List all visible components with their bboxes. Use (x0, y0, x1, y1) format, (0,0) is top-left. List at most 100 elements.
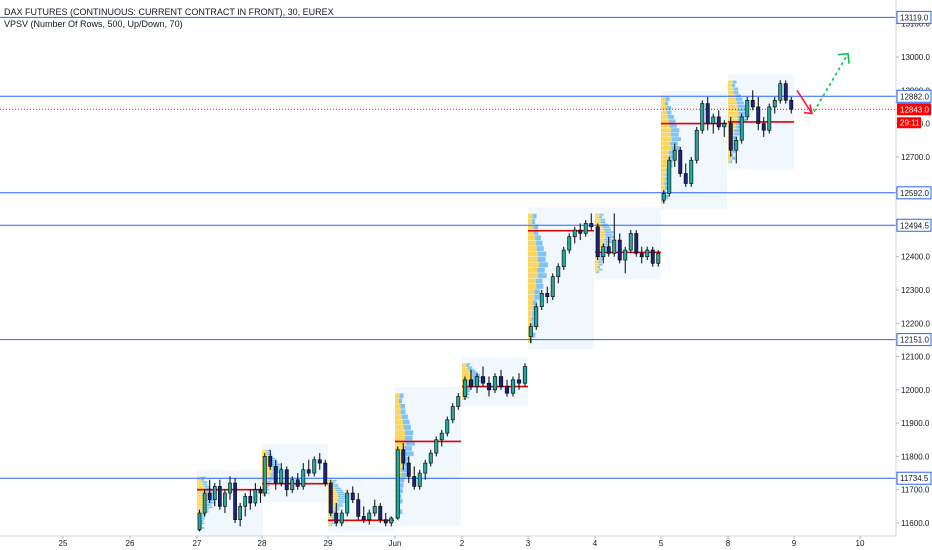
candle-body (312, 459, 317, 474)
candle-body (583, 223, 588, 234)
time-axis-ticks: 25 26 27 28 29 Jun 2 3 4 5 8 9 10 (59, 536, 865, 548)
profile-bar-down (536, 284, 544, 289)
profile-bar-down (338, 497, 348, 499)
profile-bar-down (338, 493, 347, 496)
profile-bar-down (201, 476, 206, 479)
profile-bar-down (599, 256, 604, 259)
profile-bar-down (201, 517, 205, 520)
x-tick-label: 25 (59, 539, 68, 548)
profile-bar-up (395, 425, 404, 430)
profile-bar-up (395, 430, 406, 436)
profile-bar-up (462, 364, 466, 367)
profile-bar-down (335, 503, 343, 505)
time-axis[interactable] (0, 536, 932, 550)
profile-bar-down (469, 369, 475, 371)
level-label-text: 12151.0 (900, 336, 929, 345)
profile-bar-up (328, 497, 339, 499)
profile-bar-down (534, 294, 540, 300)
profile-bar-down (735, 122, 743, 126)
profile-bar-up (197, 476, 202, 479)
profile-bar-up (197, 483, 203, 486)
profile-bar-up (328, 524, 331, 527)
profile-bar-up (661, 132, 671, 137)
profile-bar-down (266, 449, 271, 452)
profile-bar-up (462, 396, 467, 399)
profile-bar-down (602, 226, 610, 229)
candle-body (284, 469, 289, 491)
profile-bar-down (598, 261, 602, 264)
candle-body (268, 456, 273, 467)
profile-bar-down (535, 278, 543, 284)
profile-bar-down (665, 194, 669, 199)
profile-bar-up (197, 504, 205, 506)
profile-bar-up (528, 235, 536, 241)
candle-body (589, 223, 594, 228)
profile-box (661, 90, 727, 210)
candle-body (683, 173, 688, 184)
profile-bar-down (732, 156, 736, 160)
profile-bar-up (462, 378, 472, 380)
candle-body (722, 123, 727, 128)
profile-bar-down (207, 501, 216, 504)
profile-bar-down (201, 526, 205, 529)
profile-bar-up (528, 284, 537, 289)
profile-bar-up (661, 110, 667, 115)
chart-title: DAX FUTURES (CONTINUOUS: CURRENT CONTRAC… (4, 7, 334, 17)
profile-bar-up (528, 262, 539, 268)
x-tick-label: Jun (389, 539, 402, 548)
profile-bar-up (595, 263, 600, 266)
candle-body (516, 379, 522, 384)
profile-bar-up (728, 118, 739, 122)
profile-bar-up (462, 366, 468, 368)
level-label-box (896, 89, 932, 103)
candle-body (218, 486, 222, 507)
candle-body (248, 496, 253, 504)
profile-bar-up (462, 373, 473, 376)
candle-body (612, 239, 617, 254)
profile-bar-up (528, 311, 533, 316)
candle-body (689, 159, 694, 184)
candle-body (428, 452, 433, 464)
profile-bar-down (733, 87, 739, 91)
candle-body (728, 123, 733, 151)
candle-body (378, 506, 383, 520)
profile-bar-up (462, 372, 471, 374)
candle-body (556, 266, 561, 277)
green-arrow-head (837, 52, 850, 64)
profile-bar-down (266, 484, 270, 487)
x-tick-label: 27 (193, 539, 202, 548)
profile-bar-up (395, 435, 405, 441)
candle-body (667, 159, 672, 194)
candle-body (306, 469, 311, 474)
profile-bar-down (602, 243, 610, 246)
profile-bar-down (730, 153, 734, 157)
x-tick-label: 4 (593, 539, 598, 548)
profile-bar-down (336, 491, 344, 494)
profile-bar-up (728, 97, 736, 101)
x-tick-label: 26 (126, 539, 135, 548)
profile-bar-down (466, 396, 470, 399)
profile-bar-down (265, 451, 270, 454)
profile-bar-down (204, 504, 212, 506)
profile-bar-down (201, 515, 206, 518)
profile-bar-down (335, 487, 341, 490)
profile-bar-down (535, 235, 541, 241)
profile-bar-up (595, 271, 598, 274)
profile-bar-up (661, 185, 666, 190)
candle-body (656, 253, 661, 264)
profile-bar-up (197, 492, 208, 495)
profile-bar-down (537, 256, 546, 262)
candle-body (606, 246, 611, 254)
profile-bar-down (331, 481, 336, 484)
price-axis[interactable] (896, 0, 932, 536)
profile-bar-up (528, 294, 535, 300)
profile-bar-up (462, 375, 472, 377)
profile-bar-up (661, 199, 664, 204)
profile-bar-down (538, 262, 548, 268)
profile-bar-up (595, 261, 599, 264)
y-tick-label: 12300.0 (901, 286, 930, 295)
profile-bar-down (732, 149, 736, 153)
profile-bar-down (665, 97, 670, 102)
profile-bar-down (602, 223, 608, 226)
profile-bar-down (670, 132, 679, 137)
